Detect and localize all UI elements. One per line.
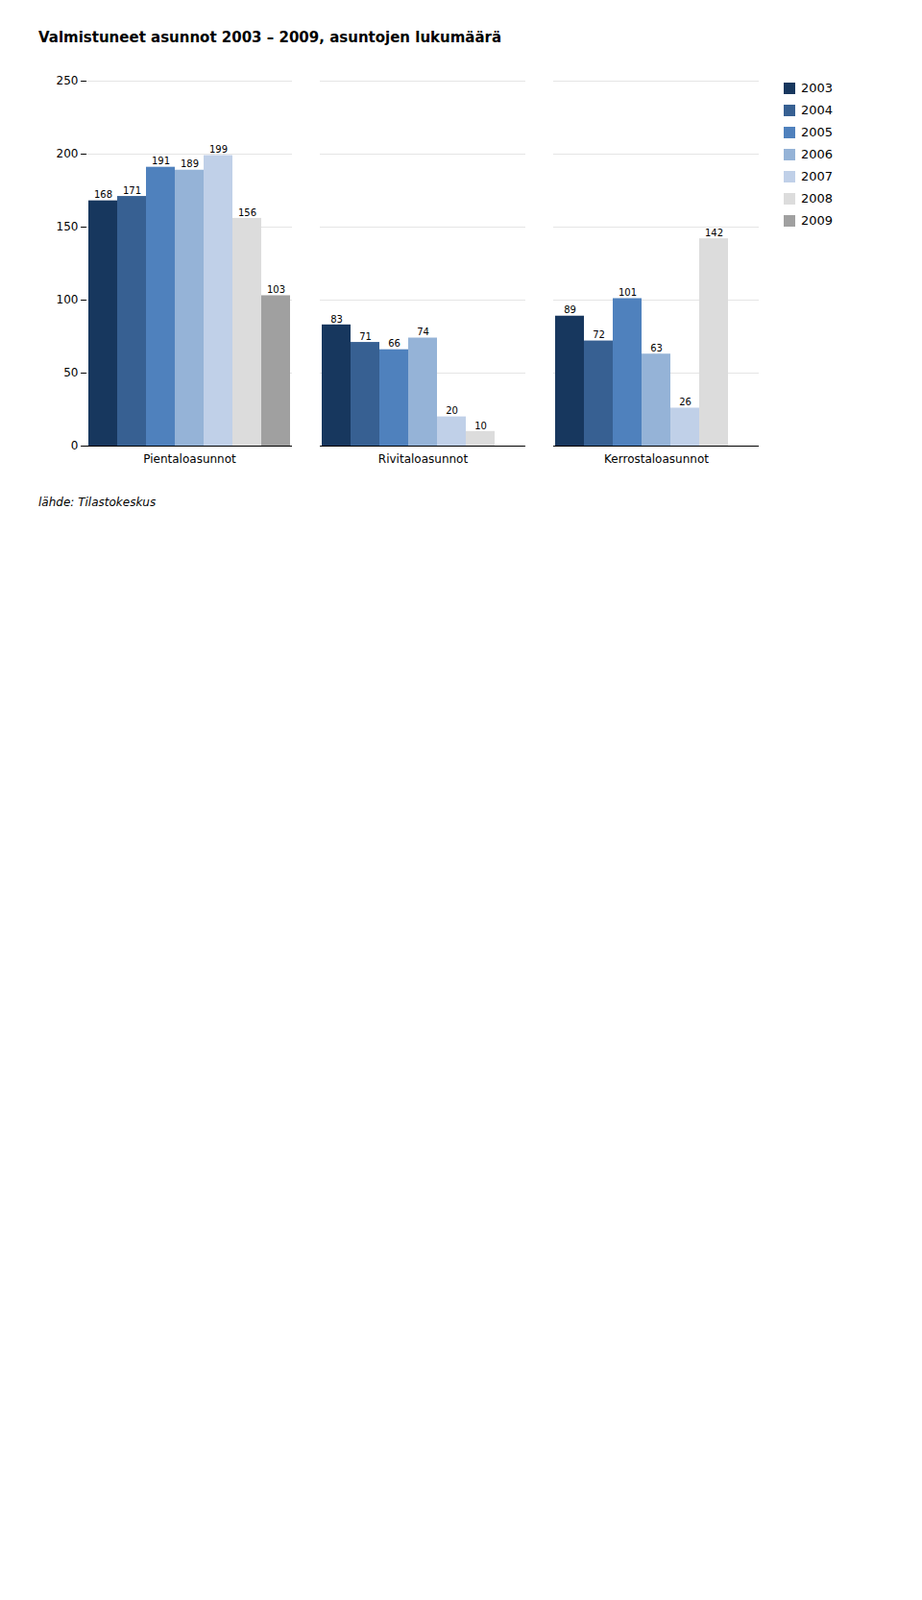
svg-text:250: 250 — [56, 73, 79, 88]
svg-text:72: 72 — [592, 329, 606, 340]
svg-text:83: 83 — [330, 314, 343, 325]
svg-text:200: 200 — [56, 146, 79, 161]
svg-text:189: 189 — [180, 158, 199, 170]
svg-text:156: 156 — [238, 207, 257, 219]
svg-text:191: 191 — [151, 155, 170, 167]
html-text:2005: 2005 — [800, 124, 833, 140]
svg-text:74: 74 — [416, 326, 430, 338]
html-text:2006: 2006 — [800, 146, 833, 162]
svg-text:63: 63 — [650, 342, 663, 354]
svg-text:Pientaloasunnot: Pientaloasunnot — [143, 452, 237, 466]
svg-text:50: 50 — [63, 365, 78, 380]
svg-text:101: 101 — [618, 287, 637, 298]
html-text:2004: 2004 — [800, 102, 833, 118]
html-text:lähde: Tilastokeskus: lähde: Tilastokeskus — [38, 495, 156, 510]
svg-text:66: 66 — [388, 338, 401, 349]
svg-text:Kerrostaloasunnot: Kerrostaloasunnot — [604, 452, 709, 466]
svg-text:142: 142 — [704, 227, 724, 239]
svg-text:171: 171 — [122, 185, 142, 196]
svg-text:26: 26 — [679, 396, 692, 408]
svg-text:71: 71 — [359, 331, 372, 342]
html-text:2003: 2003 — [800, 80, 833, 96]
svg-text:199: 199 — [209, 144, 228, 155]
svg-text:20: 20 — [445, 405, 459, 416]
svg-text:168: 168 — [94, 189, 113, 200]
svg-text:103: 103 — [266, 284, 286, 295]
html-text:2008: 2008 — [800, 191, 833, 206]
svg-text:89: 89 — [563, 304, 577, 316]
svg-text:150: 150 — [56, 219, 79, 234]
svg-text:Rivitaloasunnot: Rivitaloasunnot — [378, 452, 469, 466]
html-text:2007: 2007 — [800, 169, 833, 184]
html-text:2009: 2009 — [800, 213, 833, 228]
svg-text:0: 0 — [71, 438, 79, 453]
html-text:Valmistuneet asunnot 2003 – 20: Valmistuneet asunnot 2003 – 2009, asunto… — [38, 28, 502, 47]
svg-text:100: 100 — [56, 292, 79, 307]
svg-text:10: 10 — [474, 420, 487, 432]
